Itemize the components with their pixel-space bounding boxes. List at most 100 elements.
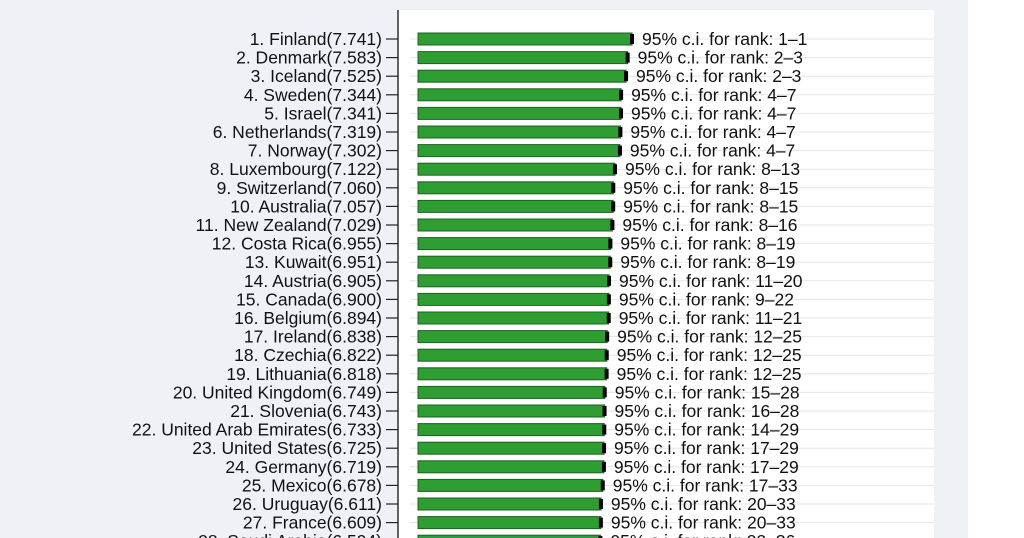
ci-annotation: 95% c.i. for rank: 17–33 [613, 475, 798, 495]
ci-annotation: 95% c.i. for rank: 11–20 [619, 271, 803, 291]
ci-whisker [606, 313, 611, 323]
bar [417, 125, 621, 139]
bar [417, 348, 608, 362]
y-tick-label: 27. France(6.609) [243, 513, 382, 533]
ci-annotation: 95% c.i. for rank: 8–19 [620, 252, 795, 272]
ci-whisker [604, 368, 609, 379]
ci-annotation: 95% c.i. for rank: 4–7 [630, 122, 795, 142]
bar [417, 460, 605, 474]
y-tick-label: 16. Belgium(6.894) [234, 308, 382, 328]
y-tick-label: 18. Czechia(6.822) [234, 345, 382, 365]
ci-whisker [625, 52, 630, 63]
ci-annotation: 95% c.i. for rank: 1–1 [642, 29, 807, 49]
y-tick-label: 5. Israel(7.341) [264, 103, 382, 123]
bar [417, 330, 608, 344]
y-tick-label: 23. United States(6.725) [192, 438, 382, 458]
ci-annotation: 95% c.i. for rank: 15–28 [615, 382, 800, 402]
ci-annotation: 95% c.i. for rank: 14–29 [614, 420, 799, 440]
bar [417, 162, 616, 176]
y-tick-label: 22. United Arab Emirates(6.733) [132, 420, 382, 440]
ci-annotation: 95% c.i. for rank: 17–29 [614, 457, 799, 477]
ci-annotation: 95% c.i. for rank: 8–19 [620, 234, 795, 254]
ci-annotation: 95% c.i. for rank: 22–36 [610, 531, 795, 538]
bar [417, 69, 627, 83]
bar [417, 311, 610, 325]
bar [417, 144, 621, 158]
ci-annotation: 95% c.i. for rank: 4–7 [631, 85, 796, 105]
y-tick-label: 1. Finland(7.741) [250, 29, 382, 49]
ci-whisker [602, 424, 607, 435]
ci-whisker [610, 220, 615, 230]
ci-annotation: 95% c.i. for rank: 12–25 [617, 327, 802, 347]
ci-annotation: 95% c.i. for rank: 9–22 [619, 289, 794, 309]
y-tick-label: 14. Austria(6.905) [244, 271, 382, 291]
y-tick-label: 28. Saudi Arabia(6.594) [198, 531, 382, 538]
ci-whisker [598, 517, 603, 528]
ci-annotation: 95% c.i. for rank: 20–33 [611, 494, 796, 514]
ci-annotation: 95% c.i. for rank: 20–33 [611, 513, 796, 533]
bar [417, 367, 608, 381]
ci-whisker [601, 461, 606, 472]
ci-annotation: 95% c.i. for rank: 2–3 [638, 48, 803, 68]
bar [417, 478, 604, 492]
bar [417, 423, 605, 437]
bar [417, 181, 614, 195]
y-tick-label: 21. Slovenia(6.743) [230, 401, 382, 421]
ci-annotation: 95% c.i. for rank: 16–28 [615, 401, 800, 421]
ci-annotation: 95% c.i. for rank: 8–15 [623, 196, 798, 216]
ci-whisker [598, 536, 603, 538]
y-tick-label: 7. Norway(7.302) [248, 141, 382, 161]
y-tick-label: 13. Kuwait(6.951) [245, 252, 382, 272]
bar [417, 237, 611, 251]
bar [417, 32, 633, 46]
ci-whisker [618, 127, 623, 137]
bar [417, 292, 610, 306]
ci-annotation: 95% c.i. for rank: 12–25 [617, 345, 802, 365]
ci-whisker [612, 164, 617, 175]
y-tick-label: 10. Australia(7.057) [230, 196, 382, 216]
ci-annotation: 95% c.i. for rank: 4–7 [630, 141, 795, 161]
y-tick-label: 9. Switzerland(7.060) [217, 178, 382, 198]
ci-whisker [611, 182, 616, 193]
y-tick-label: 20. United Kingdom(6.749) [173, 382, 382, 402]
bar [417, 51, 629, 65]
ci-whisker [602, 387, 607, 398]
ci-whisker [602, 443, 607, 454]
y-tick-label: 25. Mexico(6.678) [242, 475, 382, 495]
ci-whisker [611, 201, 616, 212]
ci-annotation: 95% c.i. for rank: 8–16 [622, 215, 797, 235]
ci-whisker [600, 480, 605, 491]
bar [417, 106, 622, 120]
ci-whisker [607, 275, 612, 286]
ci-annotation: 95% c.i. for rank: 2–3 [636, 66, 801, 86]
bar [417, 199, 614, 213]
ci-whisker [598, 499, 603, 509]
bar [417, 255, 611, 269]
bar [417, 534, 601, 538]
bar [417, 274, 610, 288]
y-tick-label: 12. Costa Rica(6.955) [212, 234, 382, 254]
y-tick-label: 19. Lithuania(6.818) [226, 364, 382, 384]
y-tick-label: 15. Canada(6.900) [236, 289, 382, 309]
y-tick-label: 24. Germany(6.719) [225, 457, 382, 477]
y-tick-label: 11. New Zealand(7.029) [196, 215, 382, 235]
ci-whisker [604, 350, 609, 361]
ci-annotation: 95% c.i. for rank: 17–29 [614, 438, 799, 458]
ci-whisker [617, 145, 622, 156]
bar [417, 404, 606, 418]
ci-whisker [606, 294, 611, 305]
ci-annotation: 95% c.i. for rank: 12–25 [617, 364, 802, 384]
y-tick-label: 6. Netherlands(7.319) [213, 122, 382, 142]
chart-marks: 1. Finland(7.741) 95% c.i. for rank: 1–1 2… [132, 29, 807, 538]
ci-whisker [602, 406, 607, 416]
page-margin [968, 0, 1024, 538]
bar [417, 88, 622, 102]
bar [417, 218, 613, 232]
y-tick-label: 8. Luxembourg(7.122) [210, 159, 382, 179]
ci-whisker [605, 331, 610, 342]
y-tick-label: 3. Iceland(7.525) [251, 66, 382, 86]
bar [417, 516, 602, 530]
ci-annotation: 95% c.i. for rank: 4–7 [631, 103, 796, 123]
